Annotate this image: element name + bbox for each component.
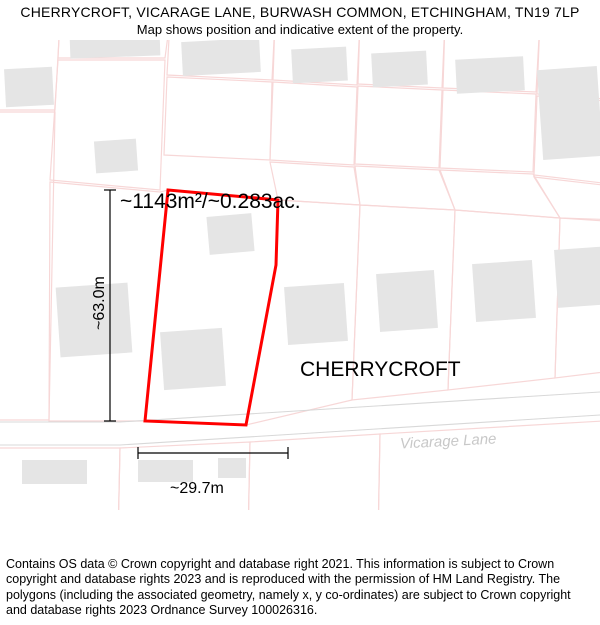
map-svg xyxy=(0,40,600,510)
copyright-footer: Contains OS data © Crown copyright and d… xyxy=(6,557,594,620)
header: CHERRYCROFT, VICARAGE LANE, BURWASH COMM… xyxy=(0,4,600,37)
buildings-layer xyxy=(4,40,600,484)
page-root: CHERRYCROFT, VICARAGE LANE, BURWASH COMM… xyxy=(0,0,600,625)
width-measurement: ~29.7m xyxy=(170,480,224,498)
map-area: ~1143m²/~0.283ac. CHERRYCROFT ~63.0m ~29… xyxy=(0,40,600,510)
page-title: CHERRYCROFT, VICARAGE LANE, BURWASH COMM… xyxy=(0,4,600,20)
area-measurement: ~1143m²/~0.283ac. xyxy=(120,190,301,214)
page-subtitle: Map shows position and indicative extent… xyxy=(0,22,600,37)
dimensions-layer xyxy=(104,190,288,459)
road-layer xyxy=(0,392,600,445)
height-measurement: ~63.0m xyxy=(91,276,109,330)
property-name-label: CHERRYCROFT xyxy=(300,358,461,382)
